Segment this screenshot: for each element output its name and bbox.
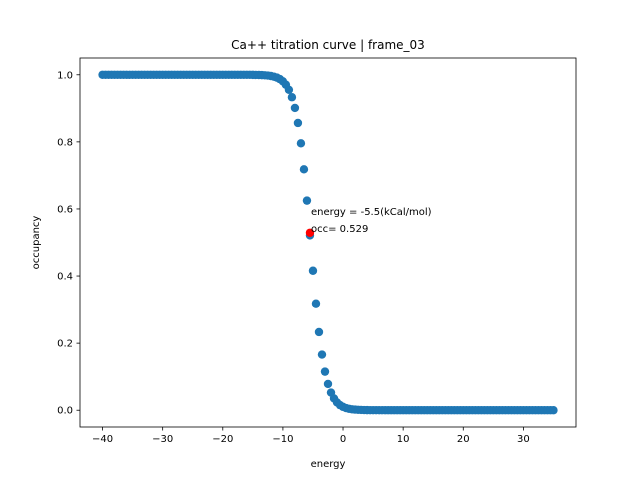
x-tick-label: −10 (272, 434, 293, 445)
data-point (320, 367, 330, 376)
x-tick-label: −40 (92, 434, 113, 445)
x-axis-label: energy (311, 459, 346, 470)
data-point (302, 196, 312, 205)
y-axis-ticks: 0.0 0.2 0.4 0.6 0.8 1.0 (57, 70, 80, 417)
x-axis-ticks: −40 −30 −20 −10 0 10 20 30 (92, 427, 530, 445)
x-tick-label: 10 (397, 434, 410, 445)
x-tick-label: −20 (212, 434, 233, 445)
data-point (290, 103, 300, 113)
x-tick-label: 20 (457, 434, 470, 445)
x-tick-label: 0 (340, 434, 346, 445)
highlight-point (305, 228, 315, 237)
data-points (98, 70, 558, 415)
data-point (287, 93, 297, 102)
x-tick-label: 30 (517, 434, 530, 445)
y-tick-label: 0.2 (57, 339, 73, 350)
data-point (311, 299, 321, 308)
data-point (284, 85, 294, 94)
data-point (323, 379, 333, 389)
plot-area-frame (79, 57, 577, 428)
data-point (296, 139, 306, 148)
data-point (308, 266, 318, 275)
data-point (299, 165, 309, 174)
y-tick-label: 0.6 (57, 204, 73, 215)
data-point (293, 118, 303, 128)
annotation-energy: energy = -5.5(kCal/mol) (311, 207, 432, 218)
x-tick-label: −30 (152, 434, 173, 445)
chart-title: Ca++ titration curve | frame_03 (231, 38, 425, 52)
data-point (549, 406, 558, 415)
data-point (314, 327, 324, 337)
highlight-layer (305, 228, 315, 237)
y-tick-label: 0.0 (57, 406, 73, 417)
data-point (317, 350, 327, 359)
y-tick-label: 0.8 (57, 137, 73, 148)
y-tick-label: 1.0 (57, 70, 73, 81)
annotation-occupancy: occ= 0.529 (311, 224, 368, 235)
y-tick-label: 0.4 (57, 272, 73, 283)
y-axis-label: occupancy (31, 216, 42, 270)
